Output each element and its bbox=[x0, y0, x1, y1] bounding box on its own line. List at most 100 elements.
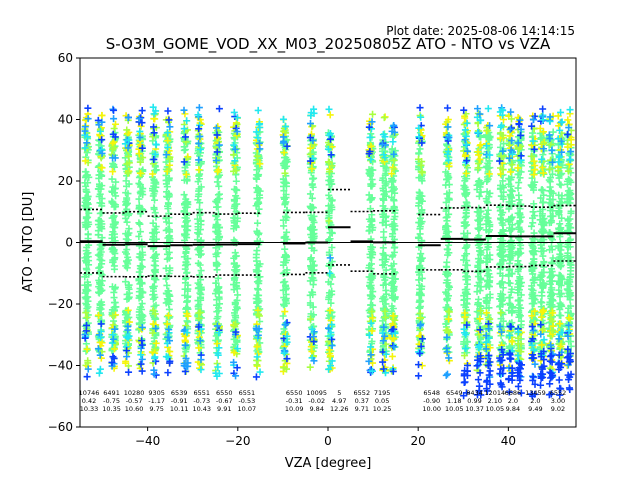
data-point-marker bbox=[540, 247, 548, 255]
data-point-marker bbox=[380, 114, 388, 122]
data-point-marker bbox=[531, 112, 539, 120]
data-point-marker bbox=[378, 176, 386, 184]
data-point-marker bbox=[98, 111, 106, 119]
data-point-marker bbox=[379, 131, 387, 139]
data-point-marker bbox=[183, 293, 191, 301]
data-point-marker bbox=[566, 278, 574, 286]
data-point-marker bbox=[233, 279, 241, 287]
data-point-marker bbox=[497, 381, 505, 389]
data-point-marker bbox=[516, 174, 524, 182]
bin-annotation-text: 6551 bbox=[239, 389, 256, 397]
data-point-marker bbox=[547, 242, 555, 250]
data-point-marker bbox=[475, 278, 483, 286]
data-point-marker bbox=[279, 160, 287, 168]
data-point-marker bbox=[555, 208, 563, 216]
data-point-marker bbox=[390, 343, 398, 351]
data-point-marker bbox=[137, 360, 145, 368]
data-point-marker bbox=[540, 145, 548, 153]
data-point-marker bbox=[381, 205, 389, 213]
data-point-marker bbox=[109, 145, 117, 153]
data-point-marker bbox=[485, 371, 493, 379]
data-point-marker bbox=[463, 119, 471, 127]
data-point-marker bbox=[123, 196, 131, 204]
data-point-marker bbox=[443, 370, 451, 378]
data-point-marker bbox=[212, 261, 220, 269]
data-point-marker bbox=[326, 111, 334, 119]
data-point-marker bbox=[567, 207, 575, 215]
data-point-marker bbox=[514, 249, 522, 257]
data-point-marker bbox=[554, 167, 562, 175]
data-point-marker bbox=[505, 271, 513, 279]
data-point-marker bbox=[558, 275, 566, 283]
data-point-marker bbox=[506, 191, 514, 199]
data-point-marker bbox=[233, 186, 241, 194]
data-point-marker bbox=[442, 371, 450, 379]
data-point-marker bbox=[555, 153, 563, 161]
bin-annotation-text: 0.37 bbox=[355, 397, 369, 405]
data-point-marker bbox=[477, 307, 485, 315]
data-point-marker bbox=[165, 254, 173, 262]
data-point-marker bbox=[548, 146, 556, 154]
data-point-marker bbox=[418, 237, 426, 245]
data-point-marker bbox=[325, 191, 333, 199]
data-point-marker bbox=[194, 303, 202, 311]
data-point-marker bbox=[231, 214, 239, 222]
data-point-marker bbox=[564, 130, 572, 138]
data-point-marker bbox=[194, 279, 202, 287]
data-point-marker bbox=[485, 325, 493, 333]
data-point-marker bbox=[95, 311, 103, 319]
data-point-marker bbox=[555, 290, 563, 298]
data-point-marker bbox=[527, 167, 535, 175]
data-point-marker bbox=[97, 320, 105, 328]
data-point-marker bbox=[486, 380, 494, 388]
data-point-marker bbox=[508, 376, 516, 384]
data-point-marker bbox=[324, 324, 332, 332]
data-point-marker bbox=[379, 281, 387, 289]
data-point-marker bbox=[507, 323, 515, 331]
data-point-marker bbox=[442, 168, 450, 176]
data-point-marker bbox=[279, 261, 287, 269]
data-point-marker bbox=[367, 351, 375, 359]
data-point-marker bbox=[389, 230, 397, 238]
data-point-marker bbox=[81, 157, 89, 165]
bin-annotation-text: 10.07 bbox=[238, 405, 257, 413]
data-point-marker bbox=[326, 352, 334, 360]
data-point-marker bbox=[557, 171, 565, 179]
data-point-marker bbox=[164, 129, 172, 137]
data-point-marker bbox=[557, 342, 565, 350]
data-point-marker bbox=[82, 257, 90, 265]
bin-annotation-text: 12014 bbox=[484, 389, 505, 397]
data-point-marker bbox=[212, 336, 220, 344]
bin-annotation-text: 10.05 bbox=[445, 405, 464, 413]
data-point-marker bbox=[82, 265, 90, 273]
data-point-marker bbox=[308, 165, 316, 173]
data-point-marker bbox=[306, 150, 314, 158]
data-point-marker bbox=[498, 246, 506, 254]
data-point-marker bbox=[215, 293, 223, 301]
data-point-marker bbox=[166, 264, 174, 272]
data-point-marker bbox=[256, 145, 264, 153]
data-point-marker bbox=[378, 140, 386, 148]
data-point-marker bbox=[529, 208, 537, 216]
y-tick-label: −20 bbox=[48, 297, 73, 311]
data-point-marker bbox=[212, 211, 220, 219]
data-point-marker bbox=[254, 106, 262, 114]
data-point-marker bbox=[164, 107, 172, 115]
data-point-marker bbox=[415, 348, 423, 356]
data-point-marker bbox=[138, 305, 146, 313]
data-point-marker bbox=[325, 217, 333, 225]
data-point-marker bbox=[460, 392, 468, 400]
data-point-marker bbox=[507, 108, 515, 116]
data-point-marker bbox=[497, 184, 505, 192]
data-point-marker bbox=[309, 174, 317, 182]
data-point-marker bbox=[508, 161, 516, 169]
data-point-marker bbox=[252, 174, 260, 182]
data-point-marker bbox=[475, 151, 483, 159]
data-point-marker bbox=[83, 313, 91, 321]
data-point-marker bbox=[230, 358, 238, 366]
scatter-points-layer bbox=[81, 103, 575, 400]
data-point-marker bbox=[152, 228, 160, 236]
data-point-marker bbox=[507, 159, 515, 167]
data-point-marker bbox=[111, 325, 119, 333]
data-point-marker bbox=[180, 106, 188, 114]
